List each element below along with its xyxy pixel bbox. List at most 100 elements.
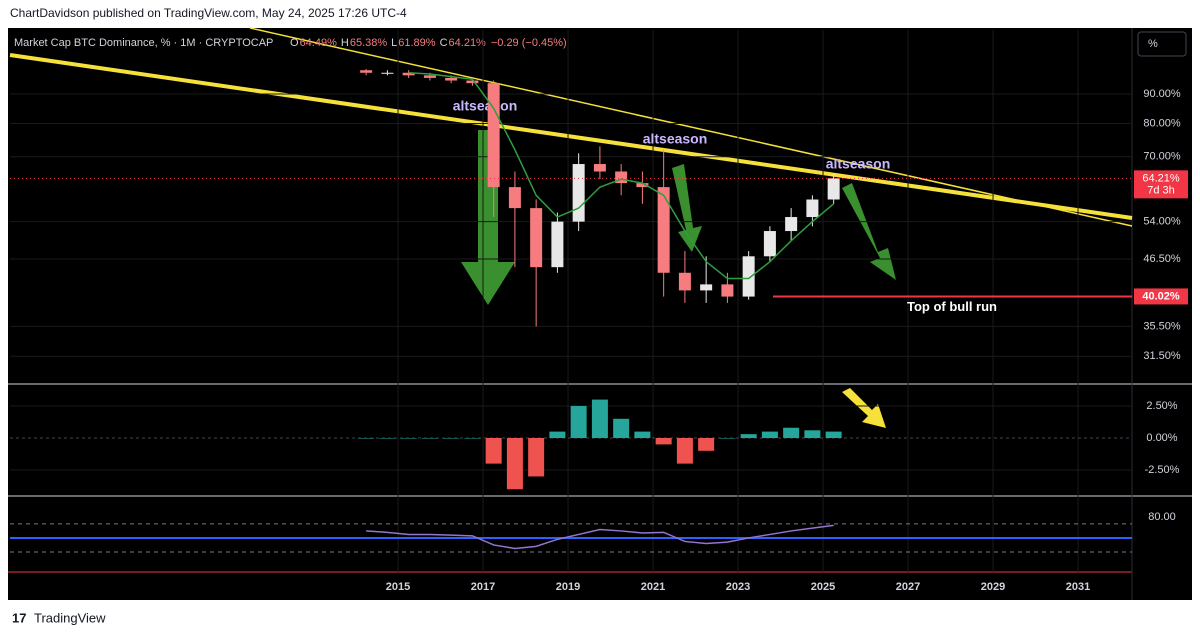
y-tick-label: 80.00% (1143, 117, 1181, 129)
scale-button[interactable] (1137, 31, 1187, 57)
footer-bg (0, 600, 1200, 636)
quote-value: 65.38% (350, 37, 388, 49)
x-tick-label: 2017 (471, 581, 495, 593)
arrow (461, 130, 515, 305)
candle-body (827, 178, 840, 200)
candle-body (466, 80, 479, 84)
candle-body (530, 208, 543, 268)
y-tick-label: 35.50% (1143, 320, 1181, 332)
candle-body (785, 217, 798, 232)
y-tick-label: 80.00 (1148, 511, 1176, 523)
macd-bar (825, 431, 842, 439)
quote-key: O (290, 37, 299, 49)
chart-title: Market Cap BTC Dominance, % · 1M · CRYPT… (14, 37, 273, 49)
y-tick-label: 31.50% (1143, 350, 1181, 362)
annotation: altseason (453, 98, 518, 114)
x-tick-label: 2021 (641, 581, 665, 593)
brand-logo: 17 (12, 610, 26, 625)
macd-bar (655, 438, 672, 445)
quote-key: L (391, 37, 397, 49)
trendline (249, 27, 1133, 227)
countdown: 7d 3h (1147, 184, 1175, 196)
macd-bar (443, 438, 460, 439)
annotation: altseason (826, 156, 891, 172)
moving-average (408, 72, 835, 280)
quote-value: 64.49% (300, 37, 338, 49)
y-tick-label: 0.00% (1146, 432, 1177, 444)
x-tick-label: 2023 (726, 581, 750, 593)
last-price-label: 64.21% (1142, 172, 1180, 184)
publisher: ChartDavidson published on TradingView.c… (10, 6, 407, 20)
macd-bar (549, 431, 566, 439)
candle-body (593, 164, 606, 172)
macd-bar (613, 418, 630, 439)
candle-body (742, 256, 755, 297)
macd-bar (464, 438, 481, 439)
candle-body (806, 199, 819, 218)
macd-bar (528, 438, 545, 477)
level-box (1134, 288, 1188, 305)
x-tick-label: 2015 (386, 581, 410, 593)
macd-bar (591, 399, 608, 439)
candle-body (657, 187, 670, 273)
x-tick-label: 2019 (556, 581, 580, 593)
candle-body (678, 272, 691, 291)
candle-body (700, 284, 713, 291)
quote-value: −0.29 (−0.45%) (491, 37, 567, 49)
y-tick-label: 70.00% (1143, 151, 1181, 163)
arrow (842, 388, 886, 428)
candle-body (721, 284, 734, 297)
macd-bar (634, 431, 651, 439)
candle-body (508, 187, 521, 209)
quote-value: 64.21% (449, 37, 487, 49)
macd-bar (740, 434, 757, 439)
level-label: 40.02% (1142, 290, 1180, 302)
candle-body (636, 183, 649, 188)
candle-body (763, 231, 776, 257)
arrow (842, 183, 896, 280)
macd-bar (804, 430, 821, 439)
macd-bar (358, 438, 375, 439)
brand: TradingView (34, 610, 106, 625)
macd-bar (676, 438, 693, 464)
y-tick-label: 90.00% (1143, 88, 1181, 100)
macd-bar (379, 438, 396, 439)
candle-body (572, 164, 585, 222)
arrow (672, 164, 702, 252)
macd-bar (485, 438, 502, 464)
candle-body (381, 72, 394, 74)
macd-bar (400, 438, 417, 439)
candle-body (551, 221, 564, 268)
candle-body (360, 70, 373, 73)
y-tick-label: 54.00% (1143, 216, 1181, 228)
annotation: altseason (643, 131, 708, 147)
x-tick-label: 2029 (981, 581, 1005, 593)
macd-bar (570, 405, 587, 439)
candle-body (615, 171, 628, 184)
macd-bar (698, 438, 715, 451)
x-tick-label: 2031 (1066, 581, 1090, 593)
candle-body (402, 72, 415, 76)
trendline (9, 53, 1133, 220)
chart-bg (8, 28, 1192, 600)
y-tick-label: 46.50% (1143, 253, 1181, 265)
macd-bar (783, 427, 800, 439)
quote-key: H (341, 37, 349, 49)
scale-button-label[interactable]: % (1148, 38, 1158, 50)
candle-body (487, 83, 500, 188)
level-text: Top of bull run (907, 299, 997, 314)
x-tick-label: 2027 (896, 581, 920, 593)
macd-bar (506, 438, 523, 490)
x-tick-label: 2025 (811, 581, 835, 593)
candle-body (423, 75, 436, 78)
rsi-line (366, 524, 834, 550)
quote-value: 61.89% (398, 37, 436, 49)
macd-bar (719, 438, 736, 439)
last-price-box (1134, 170, 1188, 199)
macd-bar (421, 438, 438, 439)
quote-key: C (440, 37, 448, 49)
y-tick-label: 2.50% (1146, 400, 1177, 412)
macd-bar (761, 431, 778, 439)
